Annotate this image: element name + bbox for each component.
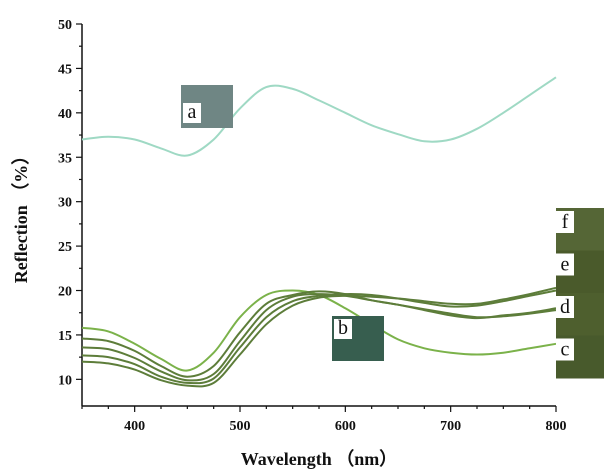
x-tick-label: 700 bbox=[440, 419, 461, 434]
swatch-label-box-e bbox=[556, 253, 574, 276]
swatch-label-d: d bbox=[560, 296, 570, 318]
y-tick-label: 30 bbox=[58, 196, 72, 211]
y-tick-label: 25 bbox=[58, 240, 72, 255]
series-line-f bbox=[81, 286, 557, 388]
y-axis-title: Reflection （%） bbox=[11, 147, 31, 283]
y-tick-label: 35 bbox=[58, 151, 72, 166]
swatch-label-e: e bbox=[561, 254, 570, 276]
x-tick-label: 600 bbox=[335, 419, 356, 434]
swatch-label-box-c bbox=[556, 338, 574, 361]
swatch-label-b: b bbox=[338, 317, 348, 339]
swatch-label-box-f bbox=[556, 211, 574, 233]
swatch-label-box-b bbox=[334, 319, 352, 339]
y-tick-label: 40 bbox=[58, 107, 72, 122]
series-line-d bbox=[81, 293, 557, 382]
y-tick-label: 50 bbox=[58, 18, 72, 33]
x-tick-label: 400 bbox=[124, 419, 145, 434]
series-lines bbox=[81, 76, 557, 388]
y-tick-label: 45 bbox=[58, 62, 72, 77]
y-tick-label: 15 bbox=[58, 329, 72, 344]
x-axis-ticks: 400 500 600 700 800 bbox=[81, 406, 567, 434]
swatch-label-f: f bbox=[562, 211, 569, 233]
x-axis-title: Wavelength （nm） bbox=[241, 449, 398, 469]
swatch-label-c: c bbox=[561, 339, 570, 361]
series-line-a bbox=[81, 76, 557, 157]
series-line-e bbox=[81, 289, 557, 385]
x-tick-label: 500 bbox=[230, 419, 251, 434]
x-tick-label: 800 bbox=[546, 419, 567, 434]
y-axis-ticks: 10 15 20 25 30 35 40 45 50 bbox=[58, 18, 82, 388]
swatch-label-a: a bbox=[188, 101, 197, 123]
swatch-label-box-a bbox=[183, 103, 201, 123]
y-tick-label: 20 bbox=[58, 285, 72, 300]
y-tick-label: 10 bbox=[58, 373, 72, 388]
swatch-label-box-d bbox=[556, 296, 574, 318]
